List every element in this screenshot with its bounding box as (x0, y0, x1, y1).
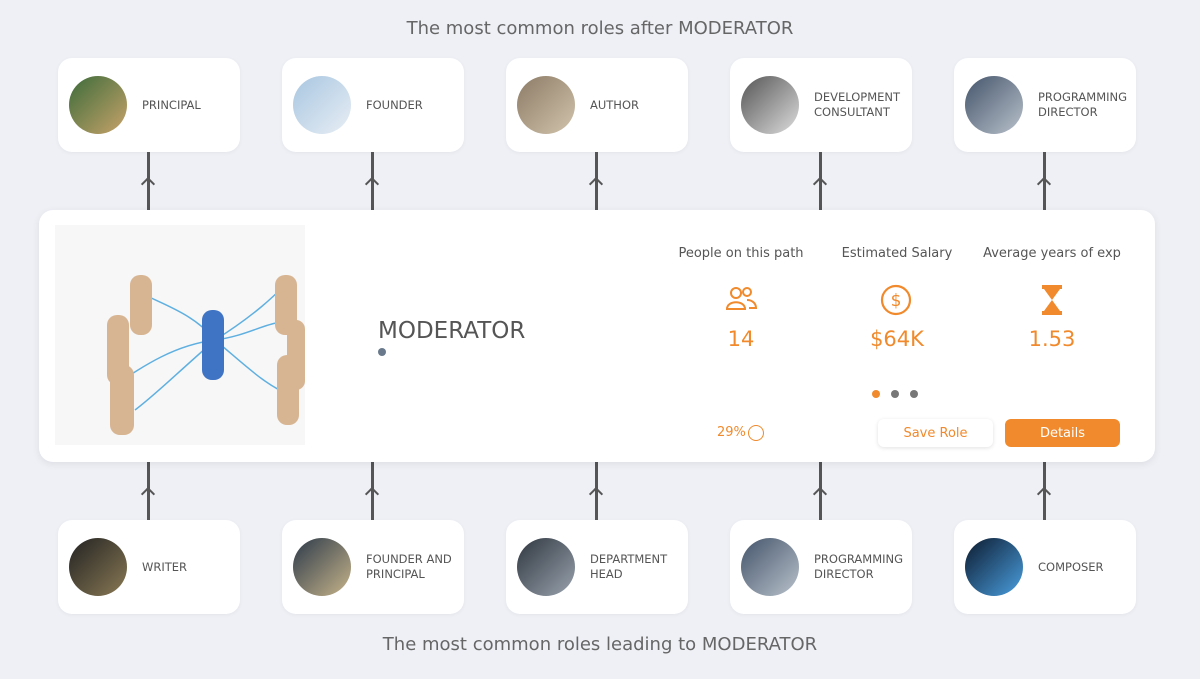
match-ring (748, 425, 764, 441)
role-avatar (293, 538, 351, 596)
role-option-label: DEPARTMENT HEAD (590, 552, 668, 581)
stat-value: 14 (727, 327, 755, 351)
role-option-card[interactable]: FOUNDER (282, 58, 464, 152)
stat-label: People on this path (678, 246, 804, 261)
role-avatar (741, 76, 799, 134)
role-option-card[interactable]: FOUNDER AND PRINCIPAL (282, 520, 464, 614)
arrow-head (364, 176, 380, 192)
role-option-card[interactable]: WRITER (58, 520, 240, 614)
connector-arrow (819, 462, 822, 520)
header-title: The most common roles after MODERATOR (406, 18, 794, 39)
arrow-head (140, 486, 156, 502)
save-role-button[interactable]: Save Role (878, 419, 993, 447)
connector-arrow (1043, 462, 1046, 520)
connector-arrow (595, 152, 598, 210)
role-option-card[interactable]: COMPOSER (954, 520, 1136, 614)
indicator-dot (378, 348, 386, 356)
role-option-card[interactable]: PROGRAMMING DIRECTOR (730, 520, 912, 614)
role-avatar (69, 538, 127, 596)
match-percent: 29% (717, 425, 746, 440)
connector-arrow (1043, 152, 1046, 210)
role-option-label: PROGRAMMING DIRECTOR (814, 552, 904, 581)
role-option-card[interactable]: PROGRAMMING DIRECTOR (954, 58, 1136, 152)
role-option-card[interactable]: DEPARTMENT HEAD (506, 520, 688, 614)
role-option-card[interactable]: AUTHOR (506, 58, 688, 152)
arrow-head (1036, 486, 1052, 502)
role-option-label: DEVELOPMENT CONSULTANT (814, 90, 901, 119)
connector-arrow (595, 462, 598, 520)
role-option-label: COMPOSER (1038, 559, 1104, 574)
arrow-head (140, 176, 156, 192)
footer-title: The most common roles leading to MODERAT… (382, 634, 818, 655)
connector-arrow (371, 462, 374, 520)
stat-label: Average years of exp (983, 246, 1121, 261)
salary-icon: $ (880, 284, 912, 316)
role-avatar (517, 538, 575, 596)
role-avatar (293, 76, 351, 134)
role-avatar (741, 538, 799, 596)
svg-text:$: $ (891, 291, 902, 311)
role-avatar (965, 538, 1023, 596)
arrow-head (364, 486, 380, 502)
carousel-dot[interactable] (910, 390, 918, 398)
people-icon (725, 287, 757, 310)
connector-arrow (819, 152, 822, 210)
connector-arrow (147, 462, 150, 520)
connector-arrow (371, 152, 374, 210)
role-option-label: FOUNDER (366, 97, 423, 112)
arrow-head (812, 176, 828, 192)
role-option-label: PROGRAMMING DIRECTOR (1038, 90, 1128, 119)
details-button[interactable]: Details (1005, 419, 1120, 447)
role-option-label: FOUNDER AND PRINCIPAL (366, 552, 452, 581)
role-image (55, 225, 305, 445)
stat-value: $64K (870, 327, 924, 351)
connector-arrow (147, 152, 150, 210)
arrow-head (588, 486, 604, 502)
role-option-card[interactable]: PRINCIPAL (58, 58, 240, 152)
stat-value: 1.53 (1028, 327, 1076, 351)
hourglass-icon (1042, 285, 1062, 315)
role-option-label: WRITER (142, 559, 188, 574)
role-avatar (69, 76, 127, 134)
stat-label: Estimated Salary (841, 246, 953, 261)
role-option-card[interactable]: DEVELOPMENT CONSULTANT (730, 58, 912, 152)
role-avatar (517, 76, 575, 134)
role-option-label: PRINCIPAL (142, 97, 201, 112)
role-avatar (965, 76, 1023, 134)
role-title: MODERATOR (378, 318, 526, 344)
arrow-head (1036, 176, 1052, 192)
carousel-dot[interactable] (872, 390, 880, 398)
carousel-dot[interactable] (891, 390, 899, 398)
arrow-head (812, 486, 828, 502)
arrow-head (588, 176, 604, 192)
role-card: MODERATOR People on this path 14 Estimated… (39, 210, 1155, 462)
role-option-label: AUTHOR (590, 97, 639, 112)
